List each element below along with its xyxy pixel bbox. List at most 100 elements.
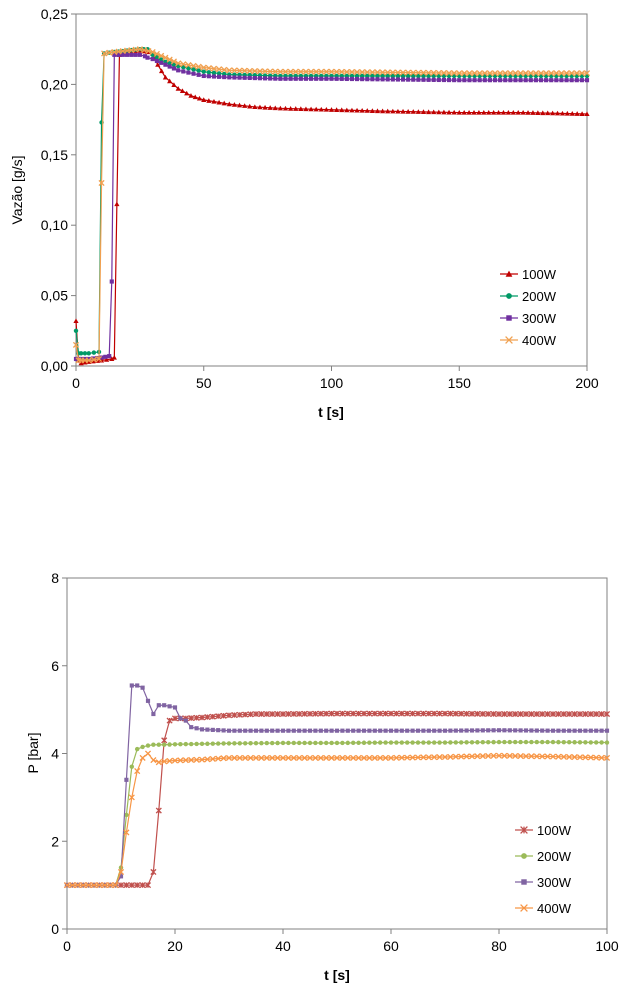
data-point	[382, 710, 389, 717]
data-point	[520, 109, 526, 115]
data-point	[574, 78, 579, 83]
data-point	[171, 715, 179, 722]
data-point	[506, 710, 513, 718]
data-point	[355, 754, 362, 761]
data-point	[290, 754, 297, 761]
data-point	[74, 882, 81, 889]
data-point	[286, 740, 291, 746]
data-point	[476, 70, 483, 77]
data-point	[188, 715, 195, 722]
data-point	[534, 739, 540, 745]
data-point	[328, 107, 335, 112]
data-point	[145, 743, 151, 748]
data-point	[359, 107, 365, 113]
data-point	[222, 74, 227, 80]
data-point	[220, 755, 227, 762]
data-point	[318, 68, 325, 75]
data-point	[374, 108, 381, 114]
data-point	[242, 711, 249, 718]
data-point	[319, 76, 324, 81]
legend-swatch-marker	[521, 853, 527, 859]
data-point	[564, 78, 569, 83]
data-point	[550, 728, 556, 733]
data-point	[452, 710, 459, 717]
data-point	[344, 76, 349, 82]
data-point	[333, 754, 341, 761]
data-point	[500, 109, 507, 115]
data-point	[545, 110, 551, 116]
data-point	[69, 882, 76, 889]
data-point	[421, 728, 426, 733]
data-point	[360, 710, 368, 717]
data-point	[582, 710, 589, 718]
data-point	[461, 70, 468, 77]
data-point	[572, 740, 577, 745]
data-point	[490, 710, 497, 718]
data-point	[447, 710, 454, 717]
data-point	[453, 740, 459, 745]
data-point	[482, 78, 487, 83]
data-point	[566, 753, 573, 761]
data-point	[333, 710, 341, 717]
data-point	[425, 109, 432, 115]
data-point	[252, 754, 260, 761]
data-point	[340, 728, 345, 733]
data-point	[298, 106, 304, 111]
data-point	[603, 710, 611, 718]
data-point	[166, 56, 173, 63]
data-point	[272, 68, 279, 75]
data-point	[334, 728, 340, 733]
data-point	[371, 710, 378, 717]
data-point	[529, 739, 534, 745]
data-point	[348, 68, 355, 76]
data-point	[312, 754, 319, 761]
data-point	[404, 740, 410, 745]
data-point	[517, 752, 524, 760]
data-point	[206, 74, 211, 79]
data-point	[252, 104, 258, 110]
data-point	[475, 728, 480, 733]
data-point	[393, 710, 400, 717]
data-point	[104, 357, 110, 362]
data-point	[95, 355, 103, 363]
data-point	[440, 69, 447, 77]
data-point	[394, 69, 401, 76]
data-point	[120, 52, 125, 57]
data-point	[370, 77, 375, 82]
data-point	[573, 70, 580, 77]
data-point	[129, 764, 135, 769]
data-point	[497, 70, 504, 77]
data-point	[263, 754, 270, 761]
data-point	[553, 70, 560, 77]
series-layer	[72, 46, 591, 366]
legend-item: 200W	[515, 849, 572, 864]
data-point	[201, 73, 206, 79]
data-point	[158, 68, 165, 74]
data-point	[420, 754, 427, 761]
data-point	[528, 753, 535, 760]
legend-item: 300W	[500, 311, 557, 326]
data-point	[323, 740, 329, 746]
data-point	[377, 754, 384, 761]
data-point	[480, 728, 485, 733]
data-point	[153, 50, 160, 57]
data-point	[400, 77, 406, 82]
legend-label: 200W	[522, 289, 557, 304]
data-point	[82, 351, 88, 356]
data-point	[485, 752, 492, 760]
data-point	[211, 70, 217, 76]
data-point	[532, 70, 539, 77]
data-point	[492, 78, 498, 83]
data-point	[129, 52, 134, 57]
data-point	[598, 754, 605, 761]
data-point	[432, 728, 437, 733]
data-point	[269, 710, 276, 718]
data-point	[323, 710, 330, 717]
data-point	[379, 69, 386, 76]
data-point	[564, 110, 570, 116]
data-point	[442, 728, 448, 733]
data-point	[171, 62, 177, 67]
data-point	[409, 710, 416, 717]
data-point	[328, 754, 335, 761]
data-point	[114, 201, 120, 207]
